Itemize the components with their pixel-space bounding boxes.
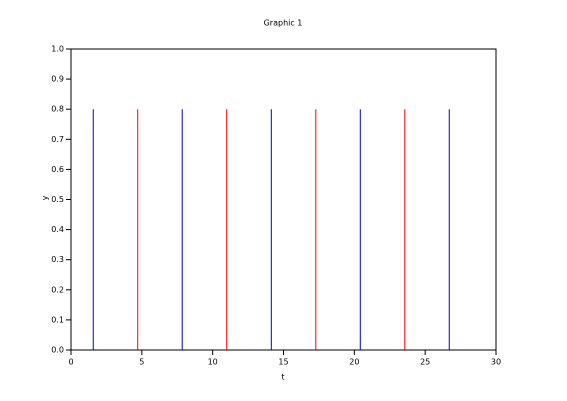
- x-tick-label: 0: [68, 358, 73, 367]
- y-tick-label: 0.1: [51, 315, 64, 324]
- x-tick-label: 5: [139, 358, 144, 367]
- y-tick-label: 0.2: [51, 285, 64, 294]
- y-tick-label: 0.8: [51, 105, 64, 114]
- y-tick-label: 1.0: [51, 45, 64, 54]
- y-tick-label: 0.4: [51, 225, 64, 234]
- y-tick-label: 0.6: [51, 165, 64, 174]
- y-tick-label: 0.3: [51, 255, 64, 264]
- x-axis-label: t: [281, 373, 284, 382]
- x-tick-label: 10: [208, 358, 218, 367]
- y-tick-label: 0.9: [51, 75, 64, 84]
- chart-title: Graphic 1: [264, 19, 303, 28]
- y-axis-label: y: [41, 195, 50, 200]
- y-tick-label: 0.0: [51, 346, 64, 355]
- y-tick-label: 0.5: [51, 195, 64, 204]
- x-tick-label: 15: [278, 358, 288, 367]
- y-tick-label: 0.7: [51, 135, 64, 144]
- x-tick-label: 25: [420, 358, 430, 367]
- x-tick-label: 20: [349, 358, 359, 367]
- x-tick-label: 30: [491, 358, 501, 367]
